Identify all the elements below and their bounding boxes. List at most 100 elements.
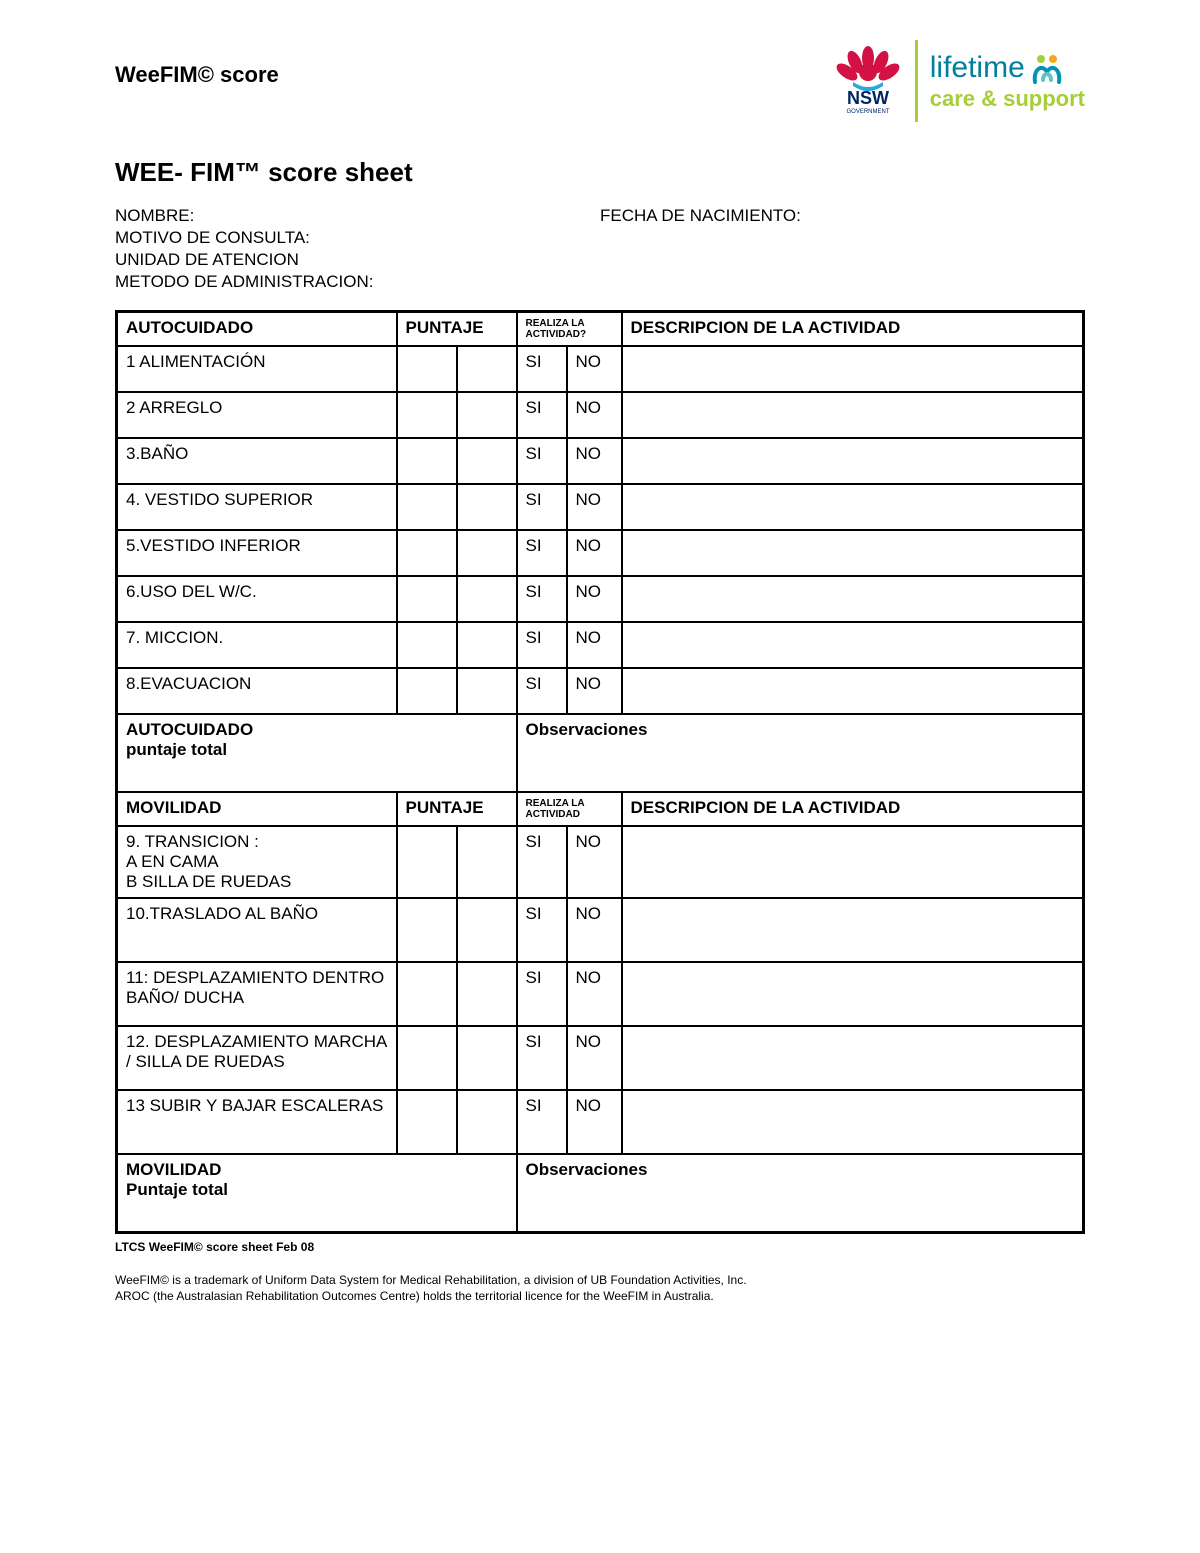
score-cell-a[interactable] (397, 576, 457, 622)
score-cell-a[interactable] (397, 346, 457, 392)
si-cell[interactable]: SI (517, 898, 567, 962)
si-cell[interactable]: SI (517, 484, 567, 530)
desc-cell[interactable] (622, 668, 1084, 714)
no-cell[interactable]: NO (567, 622, 622, 668)
score-cell-b[interactable] (457, 668, 517, 714)
desc-cell[interactable] (622, 962, 1084, 1026)
nsw-text: NSW (847, 88, 889, 108)
header: WeeFIM© score NSW GOVERNME (115, 40, 1085, 122)
score-cell-a[interactable] (397, 484, 457, 530)
item-label: 2 ARREGLO (117, 392, 397, 438)
head-desc: DESCRIPCION DE LA ACTIVIDAD (622, 312, 1084, 347)
page: WeeFIM© score NSW GOVERNME (0, 0, 1200, 1553)
desc-cell[interactable] (622, 438, 1084, 484)
score-cell-a[interactable] (397, 622, 457, 668)
table-row: 9. TRANSICION : A EN CAMA B SILLA DE RUE… (117, 826, 1084, 898)
score-cell-a[interactable] (397, 898, 457, 962)
score-cell-b[interactable] (457, 826, 517, 898)
score-cell-b[interactable] (457, 438, 517, 484)
section2-total-row: MOVILIDAD Puntaje total Observaciones (117, 1154, 1084, 1232)
section1-total-row: AUTOCUIDADO puntaje total Observaciones (117, 714, 1084, 792)
head-realiza: REALIZA LA ACTIVIDAD? (517, 312, 622, 347)
score-cell-b[interactable] (457, 392, 517, 438)
score-cell-b[interactable] (457, 1026, 517, 1090)
item-label: 7. MICCION. (117, 622, 397, 668)
table-row: 4. VESTIDO SUPERIOR SI NO (117, 484, 1084, 530)
si-cell[interactable]: SI (517, 392, 567, 438)
score-cell-b[interactable] (457, 346, 517, 392)
no-cell[interactable]: NO (567, 898, 622, 962)
si-cell[interactable]: SI (517, 346, 567, 392)
desc-cell[interactable] (622, 622, 1084, 668)
score-cell-a[interactable] (397, 826, 457, 898)
no-cell[interactable]: NO (567, 962, 622, 1026)
no-cell[interactable]: NO (567, 530, 622, 576)
nsw-logo: NSW GOVERNMENT (833, 44, 903, 119)
table-row: 11: DESPLAZAMIENTO DENTRO BAÑO/ DUCHA SI… (117, 962, 1084, 1026)
score-cell-a[interactable] (397, 668, 457, 714)
score-cell-a[interactable] (397, 1090, 457, 1154)
section1-header-row: AUTOCUIDADO PUNTAJE REALIZA LA ACTIVIDAD… (117, 312, 1084, 347)
no-cell[interactable]: NO (567, 576, 622, 622)
si-cell[interactable]: SI (517, 1090, 567, 1154)
score-cell-b[interactable] (457, 484, 517, 530)
table-row: 13 SUBIR Y BAJAR ESCALERAS SI NO (117, 1090, 1084, 1154)
footer-fine-2: AROC (the Australasian Rehabilitation Ou… (115, 1288, 1085, 1304)
score-cell-a[interactable] (397, 530, 457, 576)
si-cell[interactable]: SI (517, 1026, 567, 1090)
score-cell-a[interactable] (397, 438, 457, 484)
score-cell-a[interactable] (397, 392, 457, 438)
main-title: WEE- FIM™ score sheet (115, 157, 1085, 188)
item-label: 6.USO DEL W/C. (117, 576, 397, 622)
item-label: 12. DESPLAZAMIENTO MARCHA / SILLA DE RUE… (117, 1026, 397, 1090)
no-cell[interactable]: NO (567, 484, 622, 530)
si-cell[interactable]: SI (517, 622, 567, 668)
si-cell[interactable]: SI (517, 826, 567, 898)
table-row: 7. MICCION. SI NO (117, 622, 1084, 668)
desc-cell[interactable] (622, 392, 1084, 438)
meta-block: NOMBRE: MOTIVO DE CONSULTA: UNIDAD DE AT… (115, 206, 1085, 292)
si-cell[interactable]: SI (517, 962, 567, 1026)
score-cell-b[interactable] (457, 530, 517, 576)
no-cell[interactable]: NO (567, 668, 622, 714)
meta-motivo: MOTIVO DE CONSULTA: (115, 228, 600, 248)
score-cell-b[interactable] (457, 1090, 517, 1154)
score-cell-b[interactable] (457, 898, 517, 962)
obs-label-2[interactable]: Observaciones (517, 1154, 1084, 1232)
score-cell-a[interactable] (397, 1026, 457, 1090)
section2-header-row: MOVILIDAD PUNTAJE REALIZA LA ACTIVIDAD D… (117, 792, 1084, 826)
desc-cell[interactable] (622, 1090, 1084, 1154)
table-row: 10.TRASLADO AL BAÑO SI NO (117, 898, 1084, 962)
desc-cell[interactable] (622, 576, 1084, 622)
no-cell[interactable]: NO (567, 1090, 622, 1154)
score-cell-b[interactable] (457, 576, 517, 622)
table-row: 1 ALIMENTACIÓN SI NO (117, 346, 1084, 392)
total-label-2: MOVILIDAD Puntaje total (117, 1154, 517, 1232)
si-cell[interactable]: SI (517, 530, 567, 576)
no-cell[interactable]: NO (567, 826, 622, 898)
obs-label[interactable]: Observaciones (517, 714, 1084, 792)
head-puntaje: PUNTAJE (397, 312, 517, 347)
desc-cell[interactable] (622, 530, 1084, 576)
meta-metodo: METODO DE ADMINISTRACION: (115, 272, 600, 292)
score-cell-b[interactable] (457, 622, 517, 668)
table-row: 5.VESTIDO INFERIOR SI NO (117, 530, 1084, 576)
si-cell[interactable]: SI (517, 668, 567, 714)
desc-cell[interactable] (622, 898, 1084, 962)
desc-cell[interactable] (622, 826, 1084, 898)
no-cell[interactable]: NO (567, 392, 622, 438)
score-table: AUTOCUIDADO PUNTAJE REALIZA LA ACTIVIDAD… (115, 310, 1085, 1234)
desc-cell[interactable] (622, 484, 1084, 530)
desc-cell[interactable] (622, 1026, 1084, 1090)
si-cell[interactable]: SI (517, 576, 567, 622)
logo-divider (915, 40, 918, 122)
desc-cell[interactable] (622, 346, 1084, 392)
no-cell[interactable]: NO (567, 346, 622, 392)
score-cell-b[interactable] (457, 962, 517, 1026)
lifetime-logo: lifetime care & support (930, 50, 1085, 112)
no-cell[interactable]: NO (567, 438, 622, 484)
no-cell[interactable]: NO (567, 1026, 622, 1090)
score-cell-a[interactable] (397, 962, 457, 1026)
table-row: 3.BAÑO SI NO (117, 438, 1084, 484)
si-cell[interactable]: SI (517, 438, 567, 484)
